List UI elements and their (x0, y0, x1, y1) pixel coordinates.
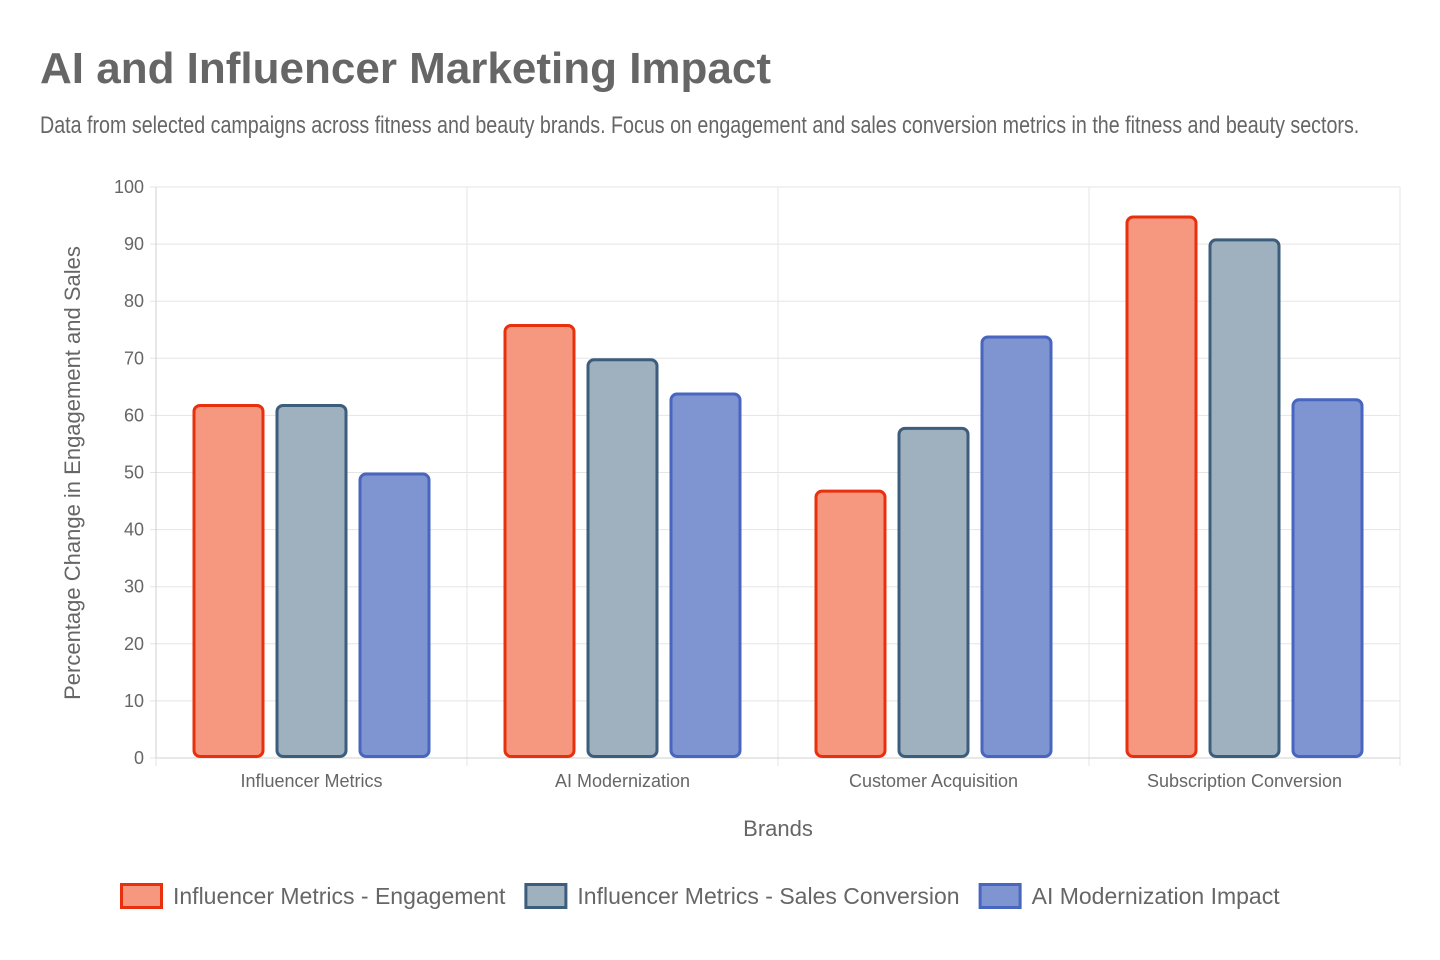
y-tick-label: 70 (124, 348, 144, 368)
bar (192, 403, 265, 758)
y-tick-label: 10 (124, 691, 144, 711)
legend-label: Influencer Metrics - Sales Conversion (577, 883, 959, 909)
y-tick-label: 100 (114, 177, 144, 197)
bar (897, 426, 970, 758)
bar (275, 403, 348, 758)
legend-item: Influencer Metrics - Sales Conversion (524, 883, 960, 909)
x-tick-label: Customer Acquisition (849, 771, 1018, 791)
legend-item: AI Modernization Impact (978, 883, 1281, 909)
chart-title: AI and Influencer Marketing Impact (40, 44, 772, 93)
y-tick-label: 80 (124, 291, 144, 311)
y-tick-label: 40 (124, 520, 144, 540)
bar (814, 489, 887, 758)
y-tick-label: 20 (124, 634, 144, 654)
legend-swatch (524, 883, 568, 909)
y-tick-label: 60 (124, 405, 144, 425)
x-tick-label: Subscription Conversion (1147, 771, 1342, 791)
y-tick-label: 0 (134, 748, 144, 768)
bar (358, 472, 431, 758)
y-tick-label: 30 (124, 577, 144, 597)
bar (669, 392, 742, 758)
legend-label: Influencer Metrics - Engagement (173, 883, 506, 909)
bar (1291, 398, 1364, 758)
legend-swatch (120, 883, 163, 909)
tick-labels: 0 10 20 30 40 50 60 70 80 90 100 Influencer Metrics… (114, 177, 1342, 791)
x-tick-label: Influencer Metrics (240, 771, 382, 791)
bar (1208, 238, 1281, 758)
bar (503, 324, 576, 758)
legend-item: Influencer Metrics - Engagement (120, 883, 506, 909)
legend-label: AI Modernization Impact (1032, 883, 1281, 909)
x-axis-title: Brands (743, 816, 813, 841)
bars (192, 215, 1364, 759)
bar (980, 335, 1053, 758)
bar (1125, 215, 1198, 759)
chart-subtitle: Data from selected campaigns across fitn… (40, 112, 1360, 139)
y-axis-title: Percentage Change in Engagement and Sale… (60, 246, 85, 700)
x-tick-label: AI Modernization (555, 771, 690, 791)
y-tick-label: 50 (124, 463, 144, 483)
legend-swatch (978, 883, 1022, 909)
y-tick-label: 90 (124, 234, 144, 254)
bar (586, 358, 659, 758)
legend: Influencer Metrics - Engagement Influence… (120, 883, 1281, 909)
